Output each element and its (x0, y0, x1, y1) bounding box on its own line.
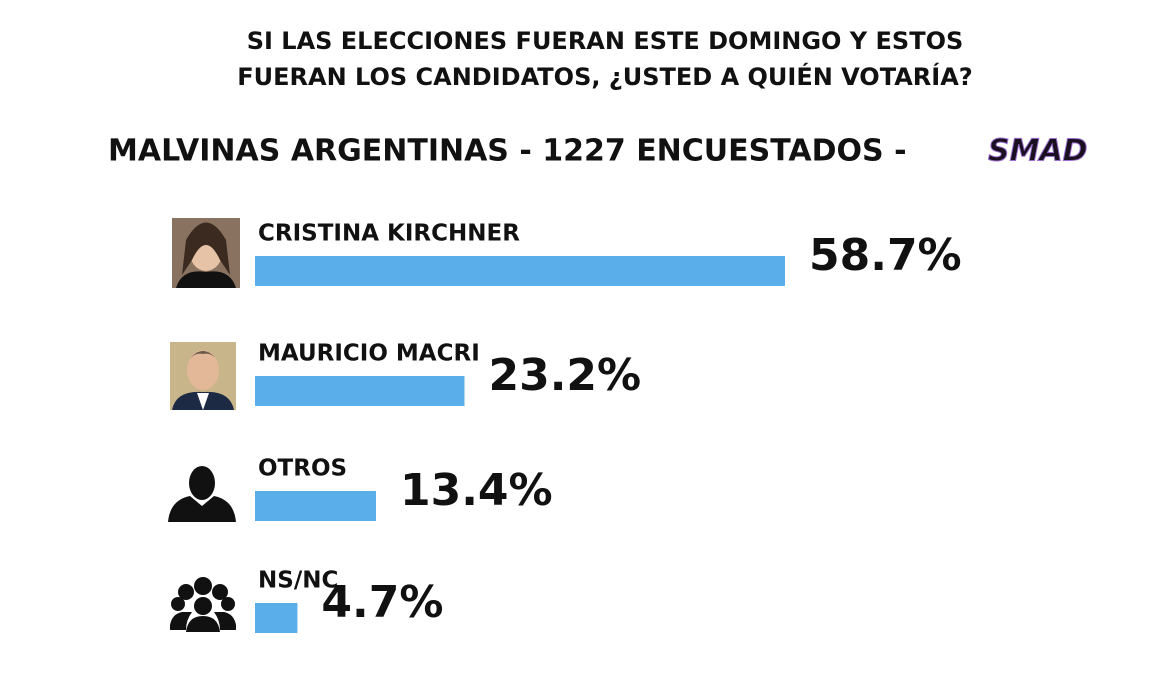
candidate-photo (170, 342, 236, 410)
value-label: 4.7% (321, 577, 443, 628)
category-label: MAURICIO MACRI (258, 341, 480, 367)
person-icon (168, 466, 236, 522)
source-logo: SMAD (988, 134, 1088, 169)
bar (255, 376, 465, 406)
value-label: 23.2% (488, 350, 641, 401)
category-label: NS/NC (258, 568, 338, 594)
category-label: OTROS (258, 456, 347, 482)
bar (255, 256, 785, 286)
group-icon (170, 577, 236, 632)
category-label: CRISTINA KIRCHNER (258, 221, 520, 247)
chart-title: FUERAN LOS CANDIDATOS, ¿USTED A QUIÉN VO… (237, 62, 972, 91)
value-label: 13.4% (400, 465, 553, 516)
chart-title: SI LAS ELECCIONES FUERAN ESTE DOMINGO Y … (247, 27, 964, 55)
bar (255, 491, 376, 521)
chart-subtitle: MALVINAS ARGENTINAS - 1227 ENCUESTADOS - (108, 134, 907, 169)
value-label: 58.7% (809, 230, 962, 281)
candidate-photo (172, 218, 240, 288)
bar (255, 603, 298, 633)
